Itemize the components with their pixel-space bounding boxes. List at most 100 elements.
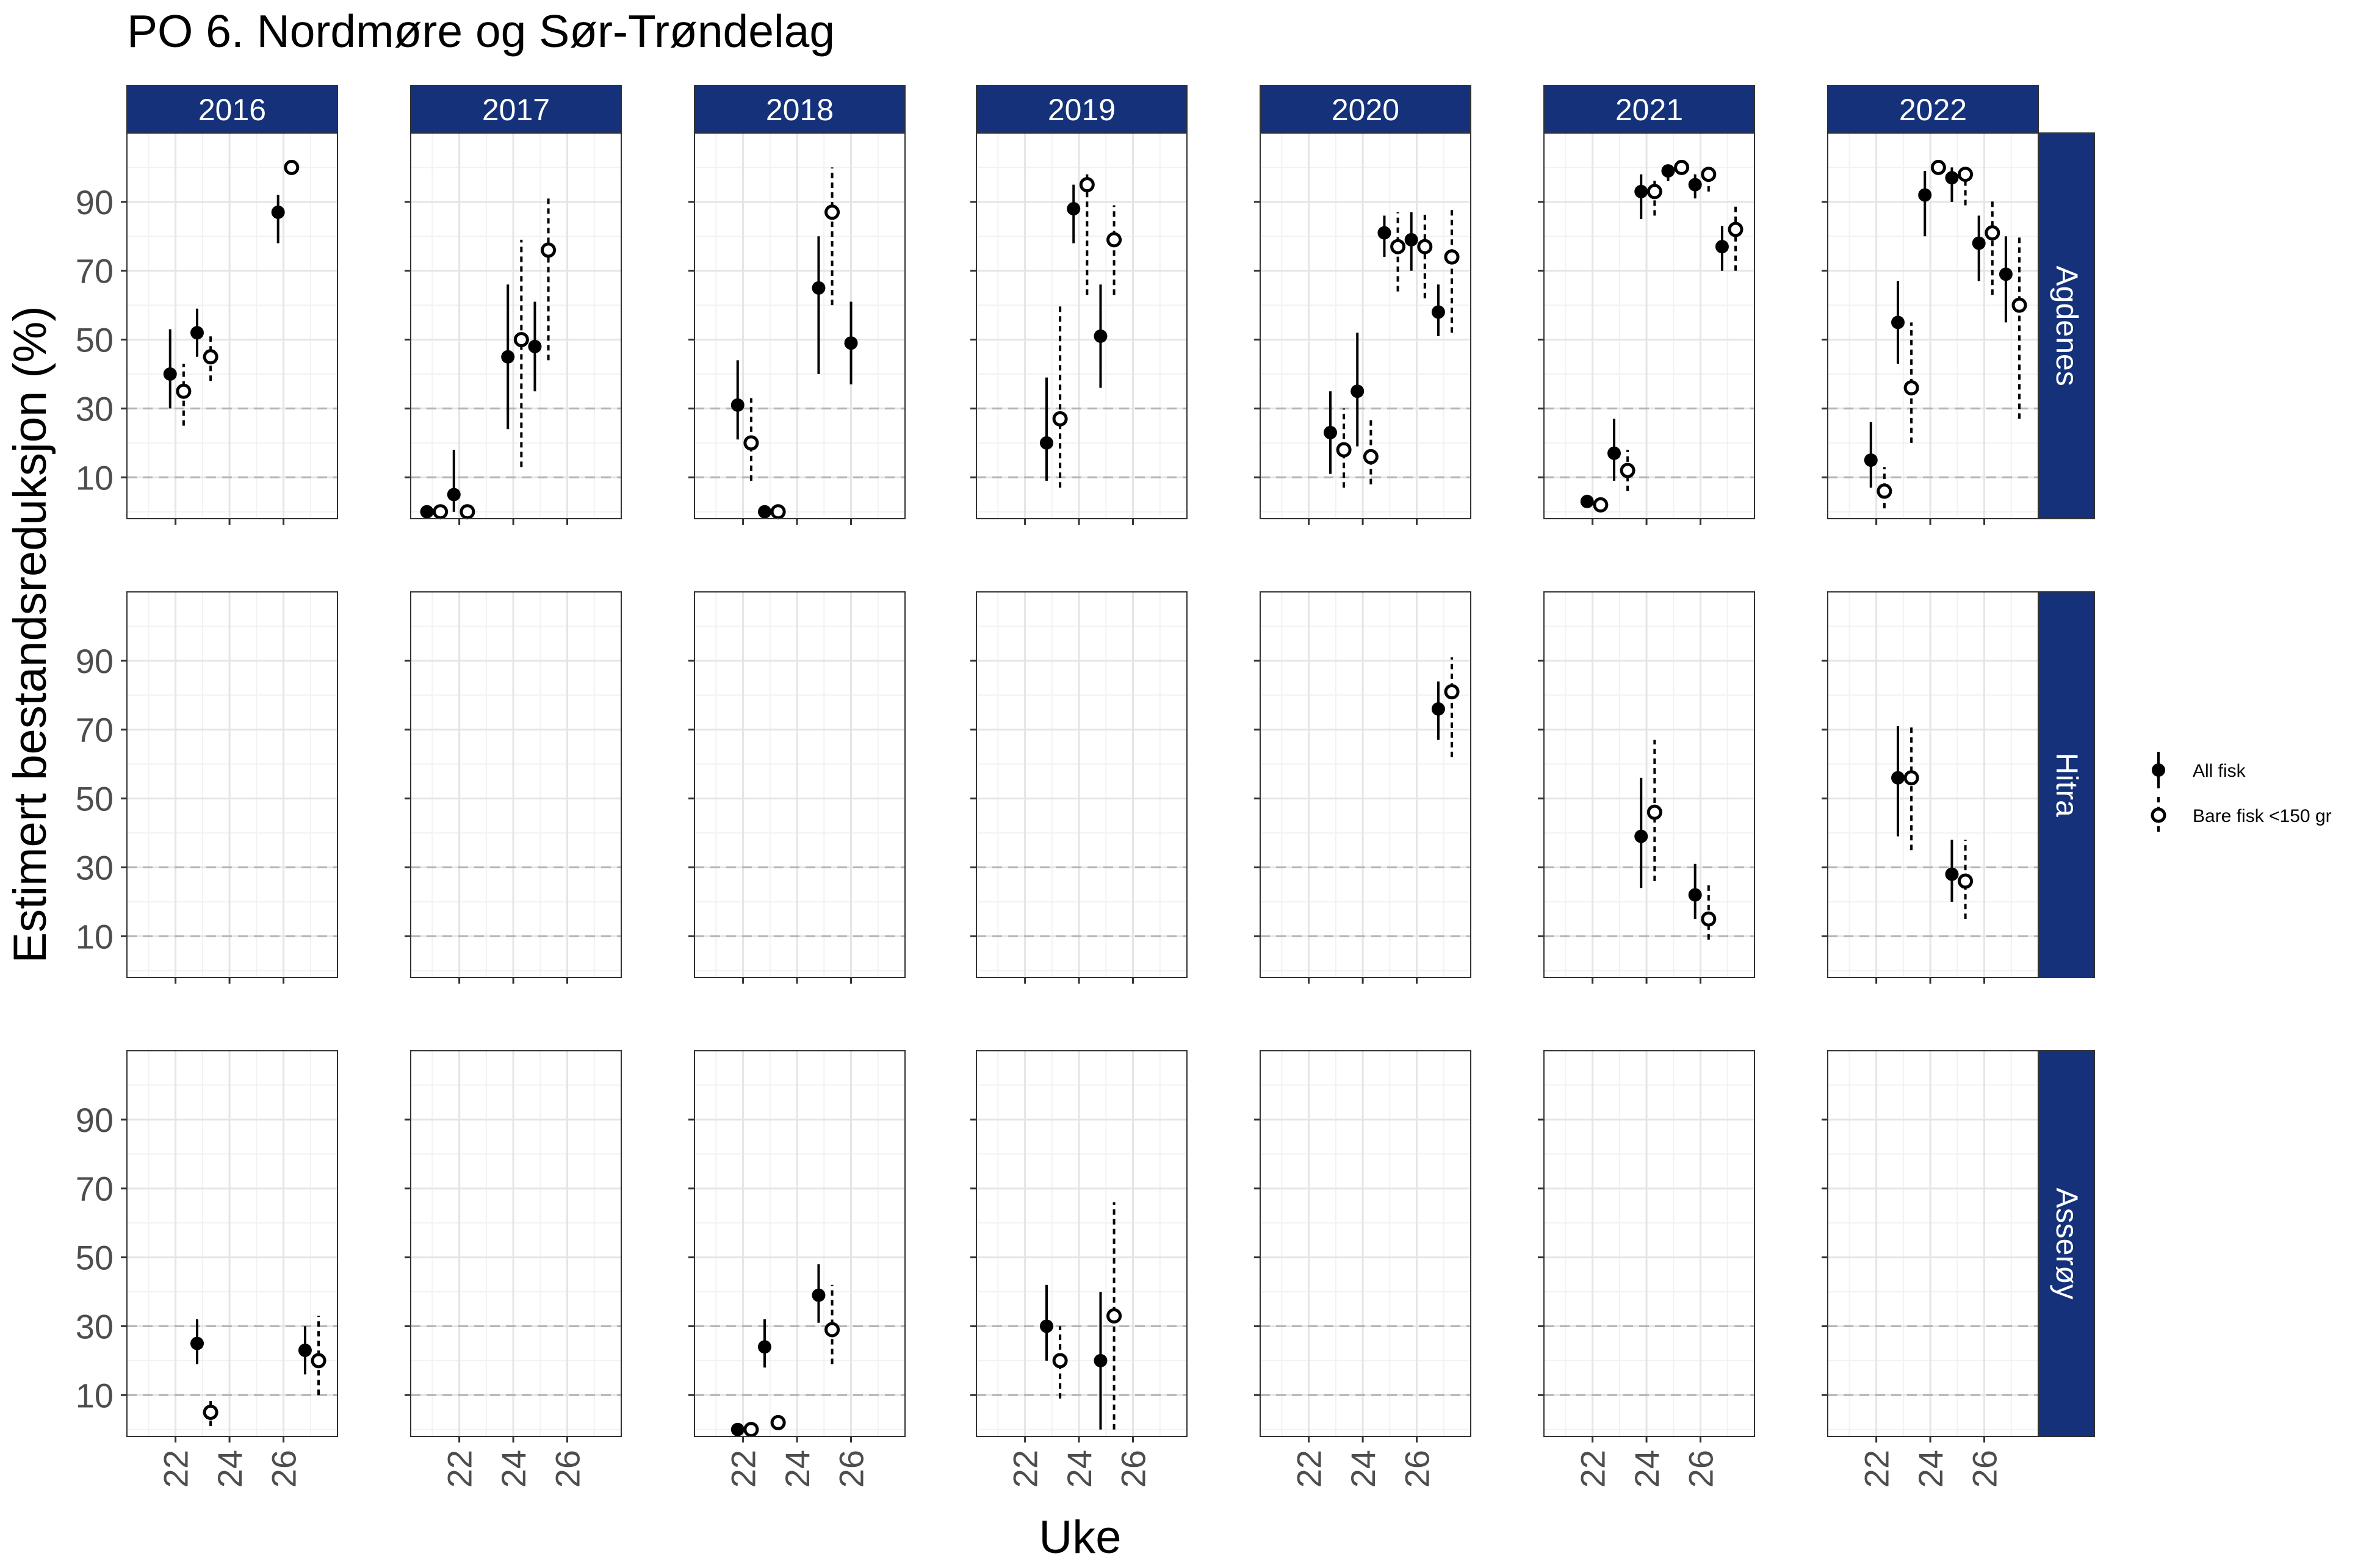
point-bare-fisk [1417, 239, 1433, 254]
point-all-fisk [1945, 171, 1959, 185]
year-strip-label: 2021 [1615, 93, 1683, 127]
panel-background [411, 592, 621, 978]
point-all-fisk [1891, 315, 1905, 330]
point-all-fisk [163, 367, 177, 381]
point-bare-fisk [1620, 463, 1635, 478]
point-bare-fisk [1079, 177, 1095, 193]
panel [121, 1050, 338, 1443]
point-bare-fisk [2011, 297, 2027, 313]
panel-border [1543, 591, 1755, 978]
x-tick-label: 26 [1682, 1450, 1720, 1488]
point-bare-fisk [1903, 380, 1919, 396]
point-all-fisk [1040, 436, 1053, 450]
x-tick-label: 22 [157, 1450, 195, 1488]
point-bare-fisk [203, 1405, 218, 1420]
point-bare-fisk [433, 504, 449, 520]
point-bare-fisk [1444, 249, 1460, 265]
year-strip-label: 2018 [766, 93, 834, 127]
panel-background [694, 592, 905, 978]
y-tick-label: 50 [76, 1239, 114, 1277]
panel-background [1544, 1051, 1754, 1436]
point-all-fisk [1688, 178, 1702, 192]
legend-label-bare-fisk: Bare fisk <150 gr [2193, 806, 2332, 826]
panel-background [411, 133, 621, 519]
panel-border [126, 1050, 338, 1437]
year-strip [1543, 85, 1755, 134]
chart-title: PO 6. Nordmøre og Sør-Trøndelag [127, 5, 835, 57]
panel [121, 132, 338, 525]
year-strip-label: 2017 [482, 93, 550, 127]
panel [1822, 591, 2039, 984]
panel [970, 1050, 1188, 1443]
location-strip [2038, 1050, 2095, 1437]
panel-border [410, 591, 622, 978]
legend: All fisk Bare fisk <150 gr [2151, 752, 2332, 834]
panel-background [1828, 1051, 2038, 1436]
panel-border [976, 591, 1188, 978]
panel-border [976, 1050, 1188, 1437]
point-all-fisk [730, 1422, 745, 1436]
y-tick-label: 70 [76, 252, 114, 290]
point-bare-fisk [1701, 167, 1717, 182]
x-tick-label: 22 [1006, 1450, 1045, 1488]
point-all-fisk [1864, 453, 1878, 467]
panel-background [127, 133, 337, 519]
year-strip-label: 2016 [198, 93, 266, 127]
y-tick-label: 30 [76, 389, 114, 428]
legend-point-all-fisk [2152, 763, 2165, 777]
panel-background [1828, 592, 2038, 978]
legend-point-bare-fisk [2151, 807, 2166, 823]
point-all-fisk [1634, 829, 1648, 843]
y-axis-title: Estimert bestandsreduksjon (%) [4, 306, 56, 963]
year-strip [976, 85, 1188, 134]
panel [121, 591, 338, 984]
panel-background [127, 592, 337, 978]
point-all-fisk [1715, 240, 1729, 254]
panel-border [1260, 132, 1471, 519]
point-all-fisk [1094, 329, 1108, 343]
panel-border [694, 132, 906, 519]
x-tick-label: 24 [1911, 1450, 1950, 1488]
legend-label-all-fisk: All fisk [2193, 761, 2246, 781]
point-all-fisk [1067, 202, 1081, 216]
x-tick-label: 24 [211, 1450, 249, 1488]
point-all-fisk [1431, 305, 1445, 319]
location-strip-label: Asserøy [2050, 1187, 2084, 1299]
x-tick-label: 22 [1574, 1450, 1612, 1488]
panel-border [976, 132, 1188, 519]
x-tick-label: 24 [1060, 1450, 1098, 1488]
point-bare-fisk [770, 1414, 786, 1430]
year-strip-label: 2020 [1332, 93, 1399, 127]
x-tick-label: 26 [832, 1450, 871, 1488]
point-all-fisk [844, 336, 858, 350]
point-all-fisk [1377, 226, 1391, 240]
panel-background [127, 1051, 337, 1436]
point-bare-fisk [176, 383, 192, 399]
point-all-fisk [812, 1288, 826, 1302]
year-strip-label: 2022 [1899, 93, 1967, 127]
point-bare-fisk [513, 332, 529, 348]
panel [970, 132, 1188, 525]
panel [1254, 1050, 1471, 1443]
x-tick-label: 22 [441, 1450, 479, 1488]
panel-background [976, 133, 1187, 519]
location-strip-label: Hitra [2050, 752, 2084, 817]
panel-border [1260, 591, 1471, 978]
point-all-fisk [758, 1340, 771, 1354]
panel [1822, 132, 2039, 525]
point-all-fisk [730, 398, 745, 412]
point-all-fisk [1634, 184, 1648, 198]
point-all-fisk [1945, 867, 1959, 881]
point-bare-fisk [1958, 167, 1974, 182]
point-all-fisk [420, 505, 434, 519]
panel-background [694, 133, 905, 519]
y-tick-label: 90 [76, 642, 114, 680]
panel [1538, 132, 1755, 525]
panel [1538, 1050, 1755, 1443]
panel-background [1544, 133, 1754, 519]
y-tick-label: 30 [76, 1307, 114, 1345]
x-tick-label: 24 [778, 1450, 817, 1488]
panel [405, 1050, 622, 1443]
year-strip [694, 85, 906, 134]
